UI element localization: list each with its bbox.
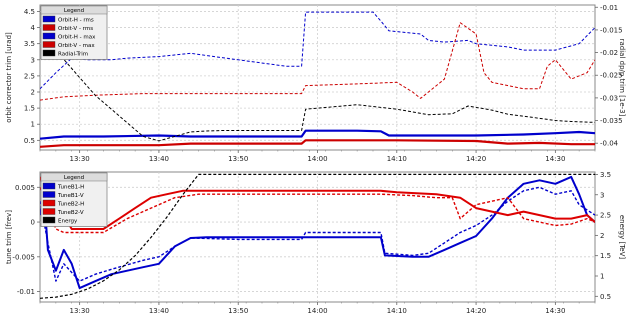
y2-tick-label: 2 (600, 232, 604, 240)
y2-tick-label: -0.015 (600, 26, 623, 34)
y-tick-label: 1 (31, 121, 35, 129)
series-line-tuneb2-v (40, 187, 595, 234)
y2-tick-label: -0.04 (600, 140, 619, 148)
legend-title: Legend (64, 175, 84, 181)
legend-header (40, 5, 108, 15)
legend-header (40, 172, 108, 182)
x-tick-label: 14:10 (387, 155, 407, 163)
y2-axis-label: energy [TeV] (618, 215, 626, 260)
legend-entry: TuneB2-H (57, 201, 84, 207)
legend-swatch (42, 191, 56, 198)
legend-entry: TuneB1-H (57, 184, 84, 190)
y-tick-label: 1.5 (24, 105, 35, 113)
x-tick-label: 14:20 (466, 155, 486, 163)
y-tick-label: 0 (31, 219, 35, 227)
legend-entry: TuneB1-V (57, 193, 84, 199)
y2-tick-label: -0.03 (600, 94, 618, 102)
legend-swatch (42, 32, 56, 40)
legend-entry: Radial-Trim (58, 51, 88, 57)
legend-swatch (42, 49, 56, 57)
legend-entry: Orbit-V - max (58, 43, 95, 49)
y-tick-label: 3 (31, 56, 35, 64)
x-tick-label: 13:50 (228, 307, 248, 315)
y-tick-label: 0.005 (15, 184, 35, 192)
legend-swatch (42, 24, 56, 31)
y-tick-label: 4.5 (24, 8, 35, 16)
legend-swatch (42, 216, 56, 224)
legend-entry: TuneB2-V (57, 210, 84, 216)
y2-tick-label: -0.02 (600, 49, 618, 57)
legend-entry: Orbit-H - rms (58, 17, 94, 23)
y2-tick-label: 2.5 (600, 212, 611, 220)
legend-title: Legend (64, 8, 84, 14)
x-tick-label: 14:00 (307, 307, 327, 315)
x-tick-label: 13:30 (70, 155, 90, 163)
x-tick-label: 14:30 (545, 307, 565, 315)
legend-entry: Energy (58, 218, 78, 224)
legend-swatch (42, 15, 56, 23)
y-tick-label: 4 (31, 24, 36, 32)
series-line-orbit-v-max (40, 22, 595, 101)
y2-tick-label: 0.5 (600, 293, 611, 301)
x-tick-label: 13:40 (149, 155, 169, 163)
y2-tick-label: 1.5 (600, 252, 611, 260)
y-tick-label: -0.01 (17, 288, 35, 296)
y-tick-label: 3.5 (24, 40, 35, 48)
y2-tick-label: 1 (600, 273, 604, 281)
y2-axis-label: radial dp/p trim [1e-3] (618, 39, 626, 117)
series-line-orbit-h-rms (40, 129, 595, 140)
y2-tick-label: 3 (600, 191, 604, 199)
y-tick-label: 2 (31, 89, 35, 97)
y2-tick-label: 3.5 (600, 171, 611, 179)
y2-tick-label: -0.01 (600, 4, 618, 12)
y2-tick-label: -0.035 (600, 117, 623, 125)
legend-swatch (42, 208, 56, 215)
y-axis-label: tune trim [frev] (5, 210, 13, 264)
y-tick-label: 2.5 (24, 72, 35, 80)
x-tick-label: 13:30 (70, 307, 90, 315)
x-tick-label: 14:00 (307, 155, 327, 163)
x-tick-label: 14:30 (545, 155, 565, 163)
x-tick-label: 14:10 (387, 307, 407, 315)
y-tick-label: -0.005 (12, 253, 35, 261)
series-line-orbit-v-rms (40, 139, 595, 148)
legend-entry: Orbit-V - rms (58, 26, 93, 32)
series-line-radial-trim (47, 40, 595, 142)
y2-tick-label: -0.025 (600, 72, 623, 80)
y-axis-label: orbit corrector trim [urad] (5, 32, 13, 123)
x-tick-label: 13:40 (149, 307, 169, 315)
legend-swatch (42, 199, 56, 207)
top-panel-orbit-chart: 13:30 13:40 13:50 14:00 14:10 14:20 14:30 0.5 1 1… (5, 4, 626, 163)
legend-swatch (42, 182, 56, 190)
bottom-panel-tune-chart: 13:30 13:40 13:50 14:00 14:10 14:20 14:30 0.005… (5, 171, 626, 315)
y-tick-label: 0.5 (24, 137, 35, 145)
x-tick-label: 13:50 (228, 155, 248, 163)
series-line-tuneb1-h (40, 175, 595, 290)
x-tick-label: 14:20 (466, 307, 486, 315)
legend-entry: Orbit-H - max (58, 34, 96, 40)
series-line-tuneb1-v (40, 186, 595, 282)
legend-swatch (42, 41, 56, 48)
series-line-orbit-h-max (40, 11, 595, 90)
